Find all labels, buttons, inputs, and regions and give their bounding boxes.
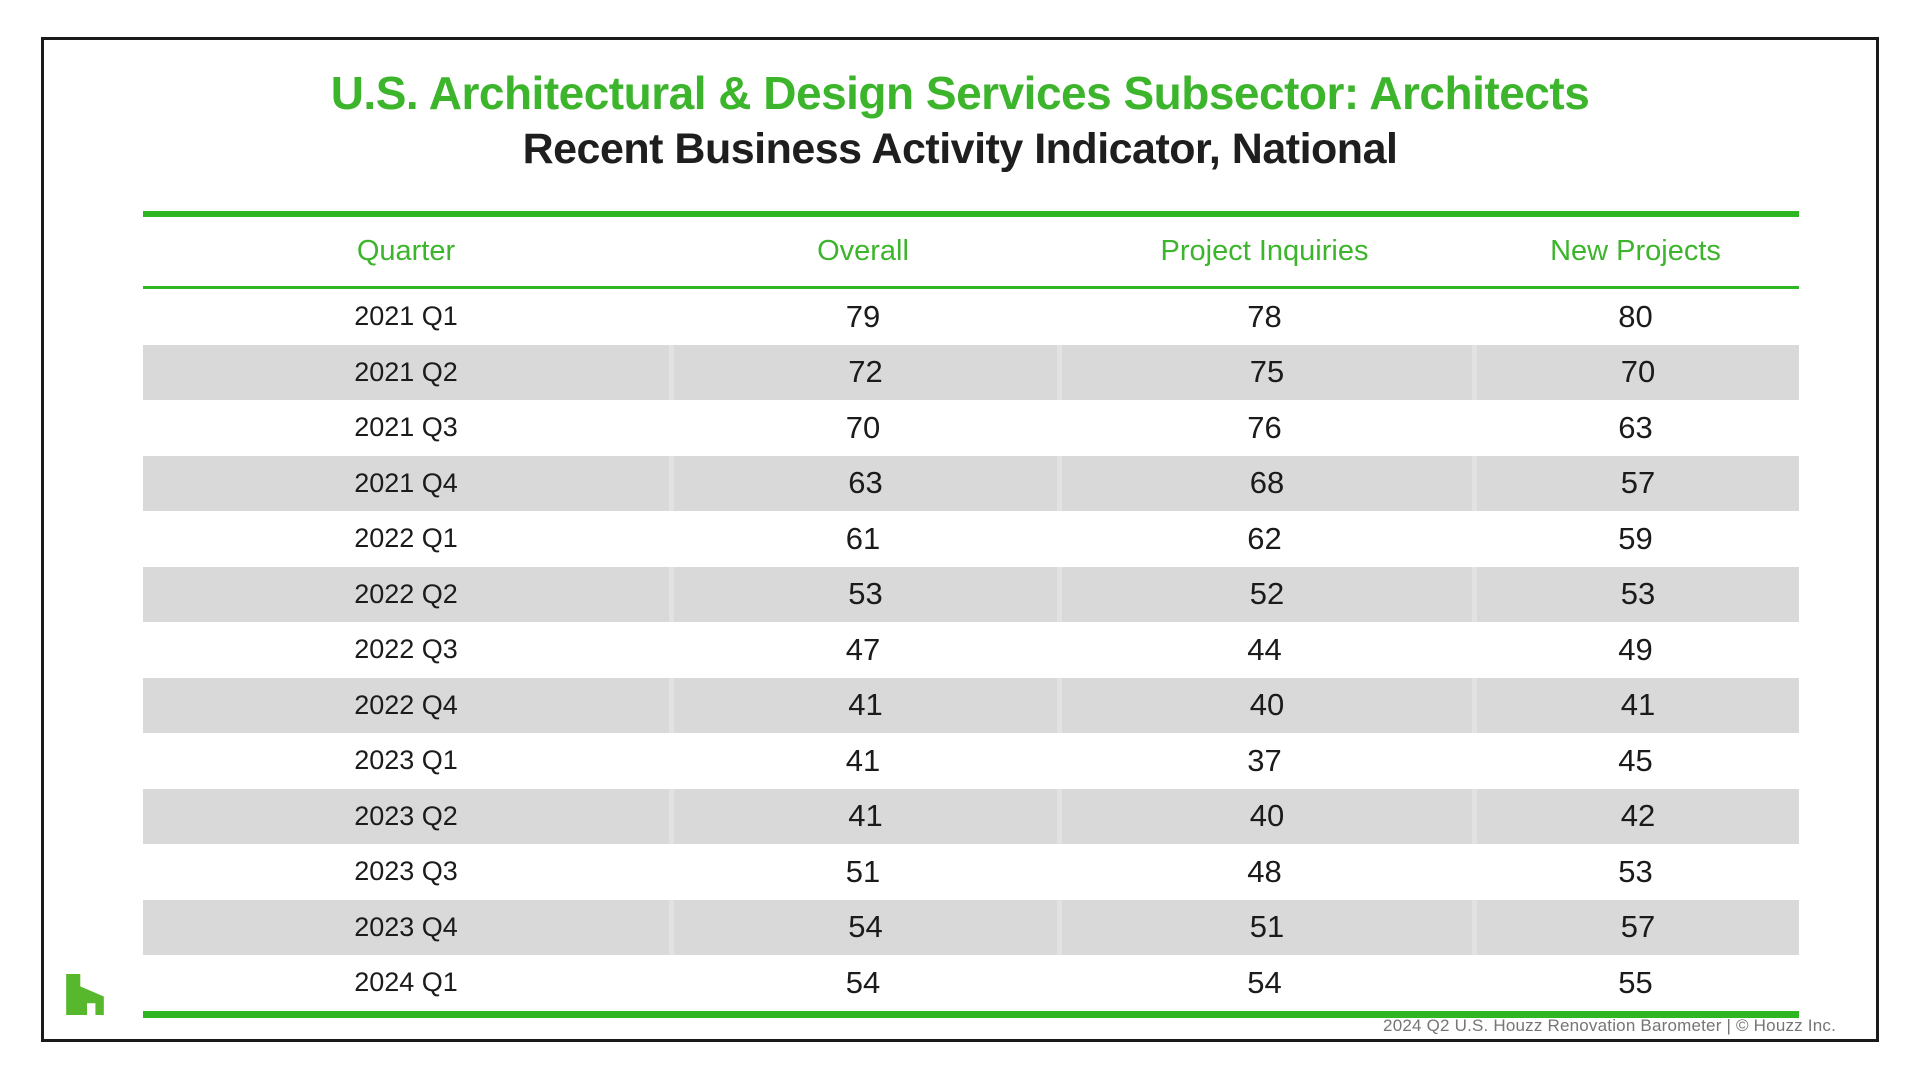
column-header-project-inquiries: Project Inquiries [1160, 235, 1369, 267]
table-cell-projects: 49 [1618, 631, 1653, 667]
table-cell-quarter: 2021 Q3 [354, 412, 458, 443]
table-cell-inquiries: 48 [1247, 853, 1282, 889]
table-header-row: Quarter Overall Project Inquiries New Pr… [143, 217, 1799, 289]
table-cell-overall: 79 [845, 298, 881, 334]
page-title: U.S. Architectural & Design Services Sub… [330, 67, 1590, 119]
table-cell-quarter: 2022 Q4 [354, 689, 458, 720]
table-cell-overall: 54 [669, 899, 1057, 955]
table-cell-projects: 42 [1472, 788, 1799, 844]
table-cell-quarter: 2022 Q3 [354, 634, 458, 665]
activity-indicator-table: Quarter Overall Project Inquiries New Pr… [143, 211, 1799, 1018]
table-row: 2021 Q2 72 75 70 [143, 344, 1799, 400]
table-cell-overall: 72 [669, 344, 1057, 400]
table-cell-quarter: 2023 Q1 [354, 745, 458, 776]
table-cell-quarter: 2022 Q2 [354, 578, 458, 609]
column-header-quarter: Quarter [356, 235, 456, 267]
table-row: 2021 Q4 63 68 57 [143, 455, 1799, 511]
table-row: 2021 Q3 70 76 63 [143, 400, 1799, 456]
table-row: 2024 Q1 54 54 55 [143, 955, 1799, 1011]
table-row: 2022 Q3 47 44 49 [143, 622, 1799, 678]
table-cell-inquiries: 62 [1247, 520, 1282, 556]
table-body: 2021 Q1 79 78 80 2021 Q2 72 75 70 2021 Q… [143, 289, 1799, 1011]
table-cell-inquiries: 75 [1057, 344, 1472, 400]
table-cell-quarter: 2022 Q1 [354, 523, 458, 554]
table-cell-overall: 63 [669, 455, 1057, 511]
table-cell-overall: 47 [845, 631, 881, 667]
table-cell-projects: 53 [1618, 853, 1653, 889]
column-header-overall: Overall [817, 235, 909, 267]
table-cell-projects: 45 [1618, 742, 1653, 778]
table-cell-overall: 51 [845, 853, 881, 889]
table-cell-overall: 61 [845, 520, 881, 556]
table-cell-inquiries: 40 [1057, 677, 1472, 733]
table-cell-projects: 55 [1618, 964, 1653, 1000]
title-block: U.S. Architectural & Design Services Sub… [44, 66, 1876, 177]
table-cell-quarter: 2024 Q1 [354, 967, 458, 998]
table-row: 2022 Q1 61 62 59 [143, 511, 1799, 567]
table-cell-inquiries: 52 [1057, 566, 1472, 622]
houzz-logo-icon [66, 974, 104, 1015]
table-cell-overall: 41 [845, 742, 881, 778]
table-cell-projects: 41 [1472, 677, 1799, 733]
table-cell-inquiries: 37 [1247, 742, 1282, 778]
table-cell-projects: 57 [1472, 899, 1799, 955]
table-cell-projects: 63 [1618, 409, 1653, 445]
table-cell-inquiries: 68 [1057, 455, 1472, 511]
table-cell-quarter: 2021 Q2 [354, 356, 458, 387]
table-cell-overall: 41 [669, 788, 1057, 844]
source-attribution: 2024 Q2 U.S. Houzz Renovation Barometer … [1383, 1016, 1836, 1035]
table-cell-inquiries: 78 [1247, 298, 1282, 334]
table-cell-projects: 80 [1618, 298, 1653, 334]
table-cell-overall: 54 [845, 964, 881, 1000]
table-cell-inquiries: 51 [1057, 899, 1472, 955]
table-cell-inquiries: 54 [1247, 964, 1282, 1000]
table-cell-quarter: 2023 Q3 [354, 856, 458, 887]
table-cell-quarter: 2021 Q4 [354, 467, 458, 498]
table-cell-quarter: 2023 Q4 [354, 911, 458, 942]
table-cell-projects: 70 [1472, 344, 1799, 400]
table-cell-inquiries: 40 [1057, 788, 1472, 844]
table-row: 2022 Q2 53 52 53 [143, 566, 1799, 622]
table-cell-inquiries: 44 [1247, 631, 1282, 667]
table-cell-overall: 41 [669, 677, 1057, 733]
table-cell-projects: 53 [1472, 566, 1799, 622]
table-row: 2023 Q1 41 37 45 [143, 733, 1799, 789]
report-slide: U.S. Architectural & Design Services Sub… [41, 37, 1879, 1042]
table-row: 2023 Q3 51 48 53 [143, 844, 1799, 900]
table-cell-overall: 70 [845, 409, 881, 445]
table-cell-quarter: 2021 Q1 [354, 301, 458, 332]
table-cell-inquiries: 76 [1247, 409, 1282, 445]
table-row: 2021 Q1 79 78 80 [143, 289, 1799, 345]
table-row: 2023 Q4 54 51 57 [143, 899, 1799, 955]
page-subtitle: Recent Business Activity Indicator, Nati… [522, 125, 1398, 174]
table-cell-projects: 57 [1472, 455, 1799, 511]
column-header-new-projects: New Projects [1550, 235, 1721, 267]
table-row: 2023 Q2 41 40 42 [143, 788, 1799, 844]
table-cell-quarter: 2023 Q2 [354, 800, 458, 831]
table-cell-projects: 59 [1618, 520, 1653, 556]
table-cell-overall: 53 [669, 566, 1057, 622]
table-row: 2022 Q4 41 40 41 [143, 677, 1799, 733]
